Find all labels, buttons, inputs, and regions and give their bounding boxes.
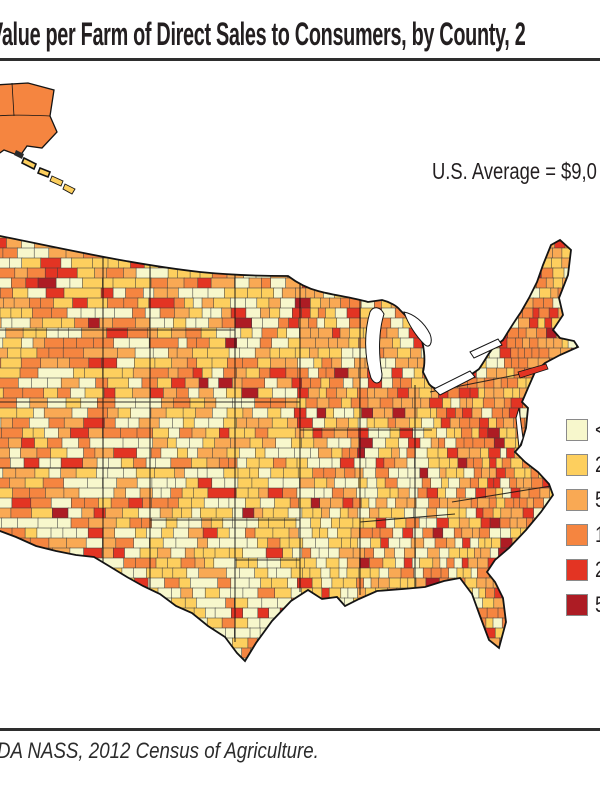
legend-item: < — [566, 417, 600, 443]
figure-title: Value per Farm of Direct Sales to Consum… — [0, 16, 526, 52]
long-island — [517, 363, 549, 379]
legend-item: 1 — [566, 522, 600, 548]
great-lakes — [365, 307, 524, 449]
legend-swatch-3 — [566, 489, 588, 511]
alaska-inset — [0, 82, 76, 195]
legend-item: 5 — [566, 487, 600, 513]
legend-label-1: < — [595, 417, 600, 443]
legend-swatch-5 — [566, 559, 588, 581]
footer-divider — [0, 728, 600, 731]
title-divider — [0, 58, 600, 61]
map-legend: < 2 5 1 2 5 — [566, 417, 600, 629]
legend-item: 5 — [566, 592, 600, 618]
us-average-annotation: U.S. Average = $9,0 — [432, 158, 597, 184]
legend-label-4: 1 — [595, 522, 600, 548]
legend-swatch-1 — [566, 419, 588, 441]
legend-label-3: 5 — [595, 487, 600, 513]
legend-item: 2 — [566, 557, 600, 583]
legend-label-5: 2 — [595, 557, 600, 583]
legend-label-2: 2 — [595, 452, 600, 478]
legend-swatch-2 — [566, 454, 588, 476]
state-borders — [0, 236, 552, 642]
legend-item: 2 — [566, 452, 600, 478]
legend-label-6: 5 — [595, 592, 600, 618]
source-note: DA NASS, 2012 Census of Agriculture. — [0, 738, 319, 763]
legend-swatch-4 — [566, 524, 588, 546]
legend-swatch-6 — [566, 594, 588, 616]
